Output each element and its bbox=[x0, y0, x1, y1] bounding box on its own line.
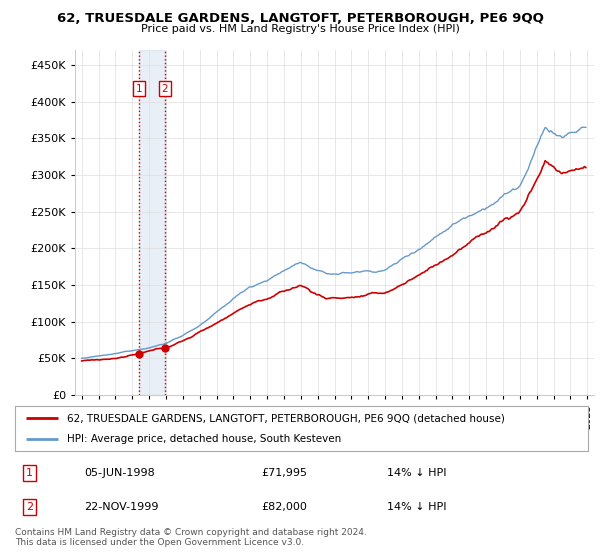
Text: Contains HM Land Registry data © Crown copyright and database right 2024.
This d: Contains HM Land Registry data © Crown c… bbox=[15, 528, 367, 547]
Bar bbox=[139, 50, 164, 395]
Text: 62, TRUESDALE GARDENS, LANGTOFT, PETERBOROUGH, PE6 9QQ (detached house): 62, TRUESDALE GARDENS, LANGTOFT, PETERBO… bbox=[67, 413, 505, 423]
Text: 1: 1 bbox=[136, 83, 143, 94]
Text: 22-NOV-1999: 22-NOV-1999 bbox=[84, 502, 158, 512]
Text: 05-JUN-1998: 05-JUN-1998 bbox=[84, 468, 155, 478]
Text: 2: 2 bbox=[161, 83, 168, 94]
Text: HPI: Average price, detached house, South Kesteven: HPI: Average price, detached house, Sout… bbox=[67, 433, 341, 444]
Text: £82,000: £82,000 bbox=[262, 502, 307, 512]
Text: 14% ↓ HPI: 14% ↓ HPI bbox=[388, 502, 447, 512]
Text: £71,995: £71,995 bbox=[262, 468, 307, 478]
Text: 62, TRUESDALE GARDENS, LANGTOFT, PETERBOROUGH, PE6 9QQ: 62, TRUESDALE GARDENS, LANGTOFT, PETERBO… bbox=[56, 12, 544, 25]
Text: 1: 1 bbox=[26, 468, 33, 478]
Text: 14% ↓ HPI: 14% ↓ HPI bbox=[388, 468, 447, 478]
Text: Price paid vs. HM Land Registry's House Price Index (HPI): Price paid vs. HM Land Registry's House … bbox=[140, 24, 460, 34]
Text: 2: 2 bbox=[26, 502, 33, 512]
